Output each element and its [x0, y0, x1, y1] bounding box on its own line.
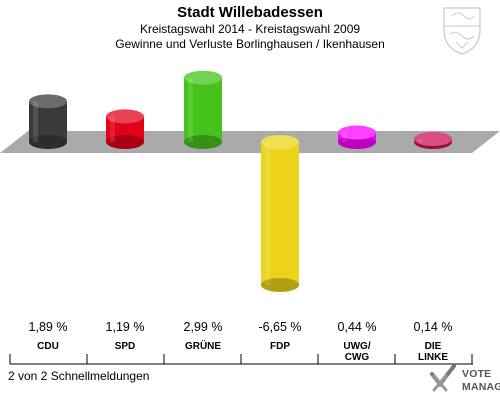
value-label-0: 1,89 % — [29, 320, 68, 334]
chart-subtitle: Kreistagswahl 2014 - Kreistagswahl 2009 — [139, 22, 361, 36]
bar-5 — [414, 131, 452, 149]
category-label-0: CDU — [37, 341, 59, 352]
category-label-2: GRÜNE — [185, 339, 221, 352]
chart-title: Stadt Willebadessen — [177, 4, 323, 21]
category-label-5: DIE LINKE — [418, 341, 448, 363]
brand-line-1: VOTE — [462, 368, 492, 380]
chart-subtitle-2: Gewinne und Verluste Borlinghausen / Ike… — [115, 37, 385, 51]
category-label-4: UWG/CWG — [343, 341, 370, 363]
value-label-2: 2,99 % — [184, 320, 223, 334]
brand-line-2: MANAGER — [462, 381, 500, 393]
bar-2 — [184, 70, 222, 149]
coat-of-arms-icon — [443, 7, 481, 55]
value-label-3: -6,65 % — [258, 320, 301, 334]
value-label-5: 0,14 % — [414, 320, 453, 334]
footer-note: 2 von 2 Schnellmeldungen — [8, 369, 150, 383]
value-label-1: 1,19 % — [106, 320, 145, 334]
bar-4 — [338, 125, 376, 149]
bar-0 — [29, 94, 67, 149]
bar-3 — [261, 135, 299, 292]
value-label-4: 0,44 % — [338, 320, 377, 334]
bar-1 — [106, 109, 144, 149]
category-label-1: SPD — [115, 341, 136, 352]
checkmark-x-icon — [430, 364, 456, 392]
category-label-3: FDP — [270, 341, 290, 352]
